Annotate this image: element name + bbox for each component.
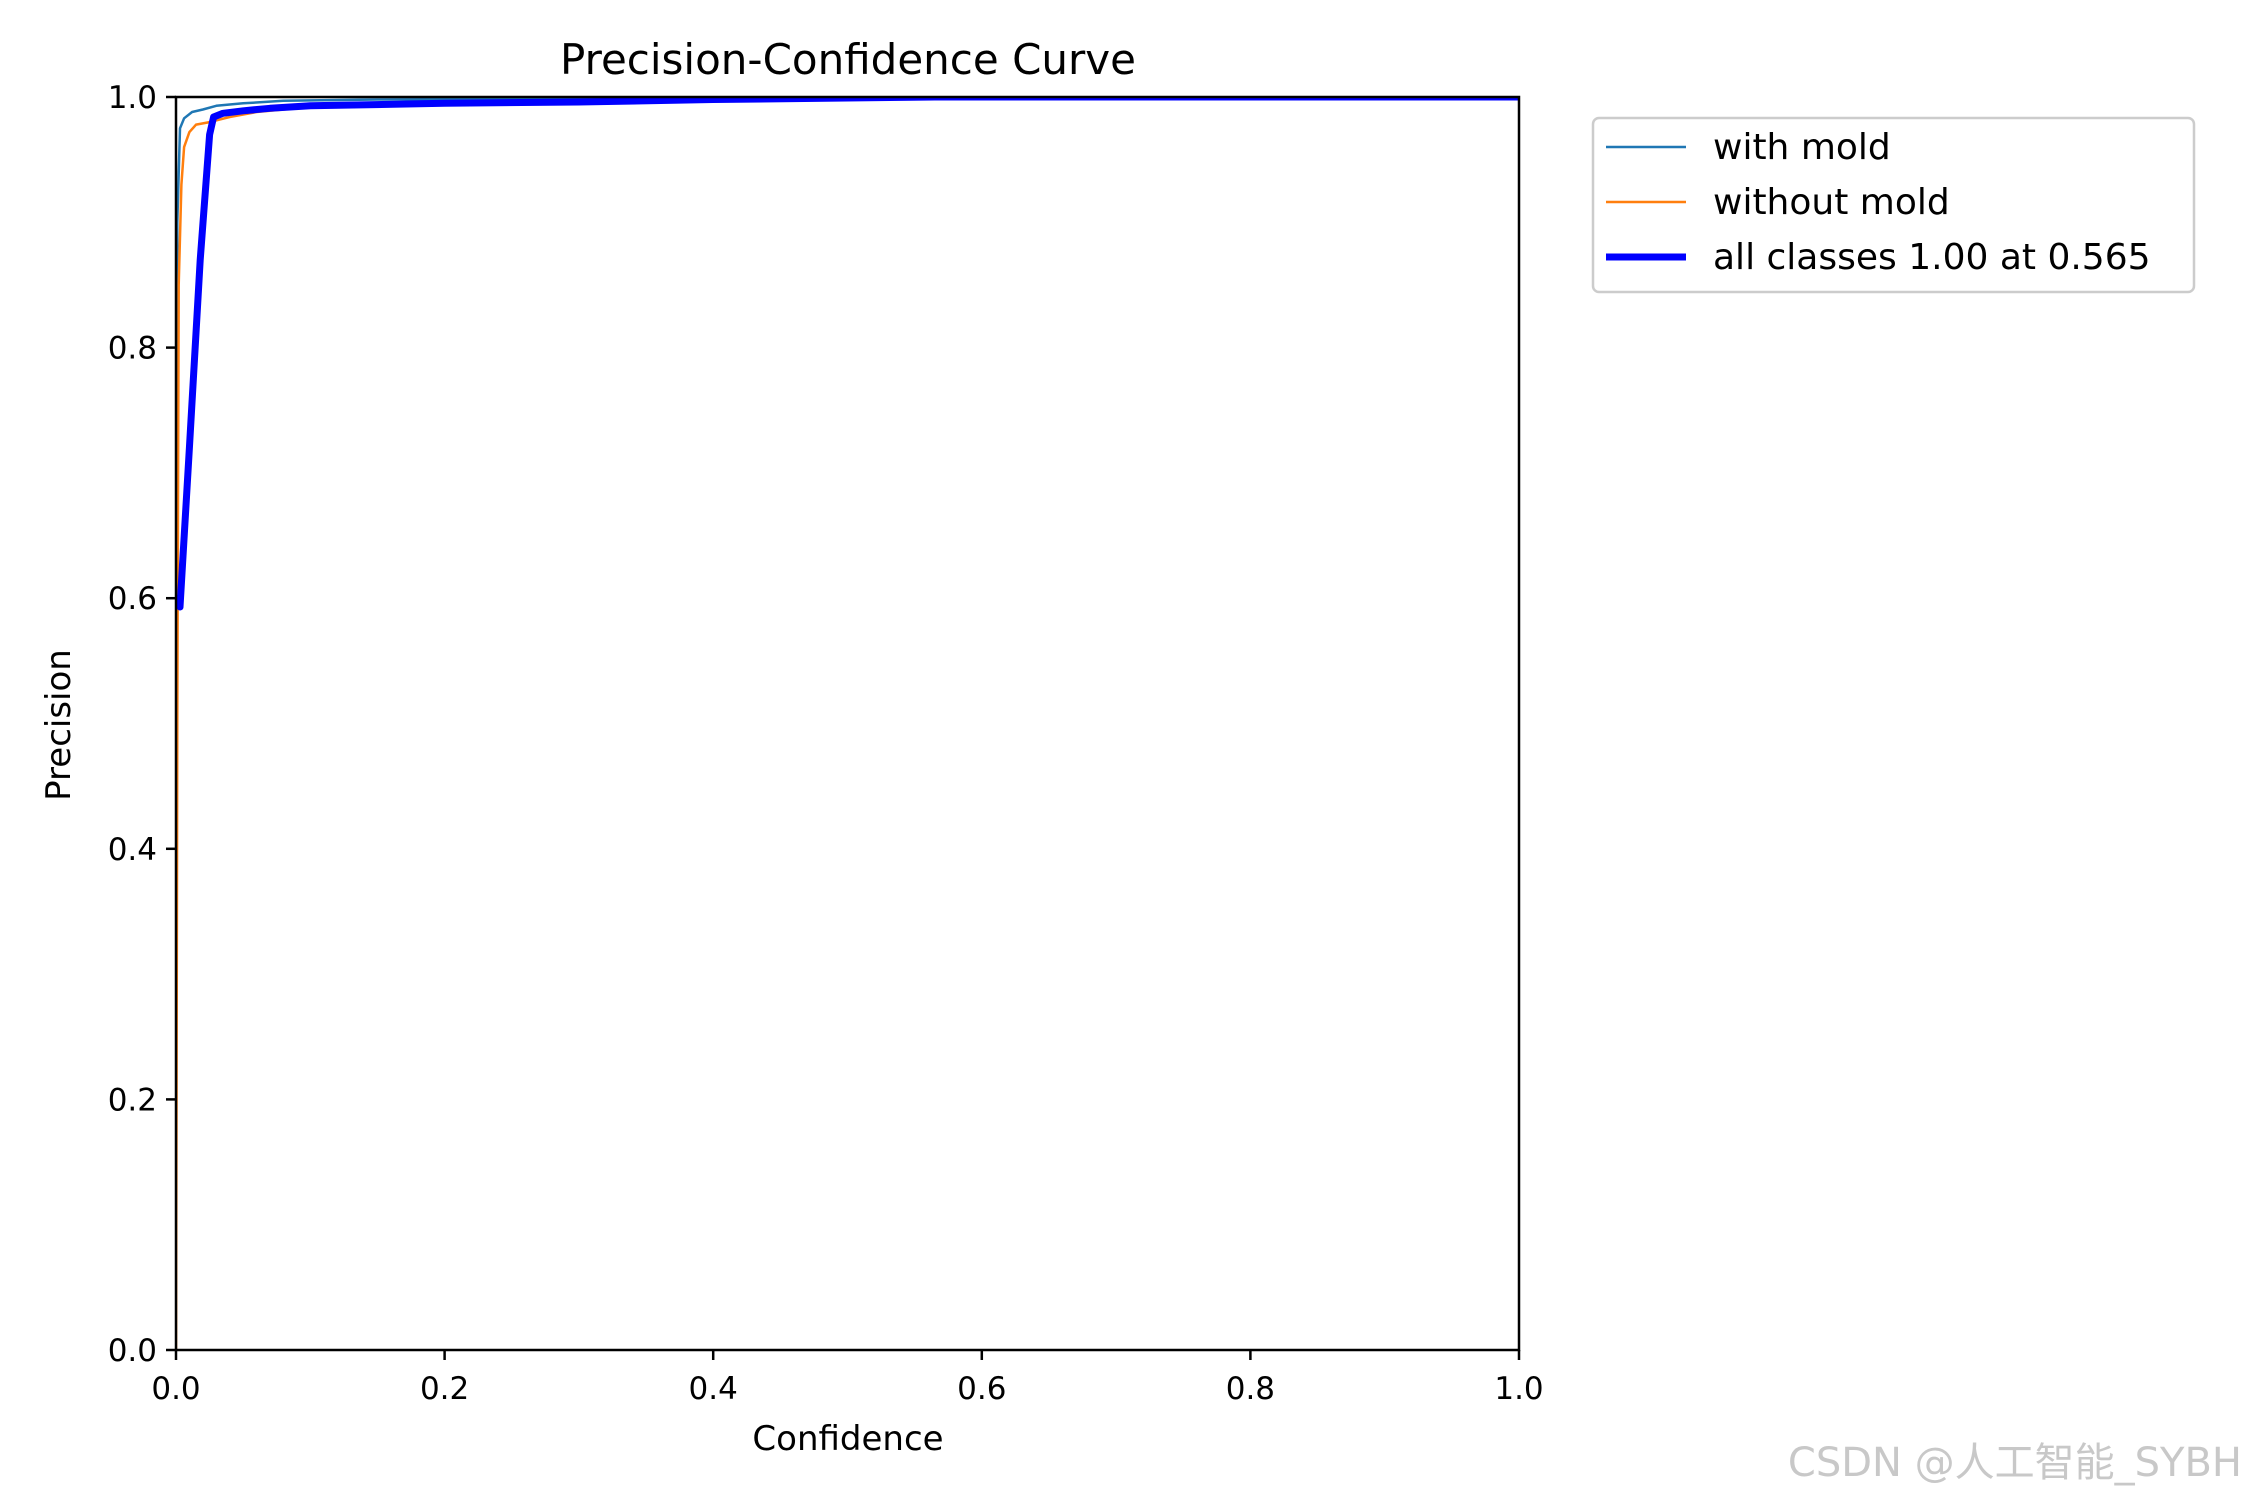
y-tick-label: 1.0 — [108, 80, 157, 116]
x-tick-label: 0.0 — [151, 1371, 200, 1407]
x-axis-ticks: 0.0 0.2 0.4 0.6 0.8 1.0 — [151, 1350, 1544, 1407]
watermark: CSDN @人工智能_SYBH — [1788, 1440, 2242, 1486]
y-axis-title: Precision — [39, 649, 79, 801]
x-tick-label: 0.4 — [689, 1371, 738, 1407]
y-axis-ticks: 0.0 0.2 0.4 0.6 0.8 1.0 — [108, 80, 176, 1369]
y-tick-label: 0.8 — [108, 331, 157, 367]
x-axis-title: Confidence — [752, 1419, 943, 1459]
x-tick-label: 0.2 — [420, 1371, 469, 1407]
x-tick-label: 0.8 — [1226, 1371, 1275, 1407]
legend: with mold without mold all classes 1.00 at… — [1591, 116, 2196, 294]
legend-label-without-mold: without mold — [1713, 182, 1950, 223]
legend-label-all-classes-1-00-at-0-565: all classes 1.00 at 0.565 — [1713, 237, 2151, 278]
plot-area — [174, 95, 1521, 1352]
legend-label-with-mold: with mold — [1713, 127, 1891, 168]
y-tick-label: 0.6 — [108, 581, 157, 617]
y-tick-label: 0.4 — [108, 832, 157, 868]
legend-items: with mold without mold all classes 1.00 at… — [1606, 127, 2151, 278]
chart-title: Precision-Confidence Curve — [560, 35, 1136, 84]
y-tick-label: 0.0 — [108, 1333, 157, 1369]
plot-frame — [174, 95, 1521, 1352]
legend-box — [1591, 116, 2196, 294]
x-tick-label: 1.0 — [1494, 1371, 1543, 1407]
y-tick-label: 0.2 — [108, 1082, 157, 1118]
x-tick-label: 0.6 — [957, 1371, 1006, 1407]
